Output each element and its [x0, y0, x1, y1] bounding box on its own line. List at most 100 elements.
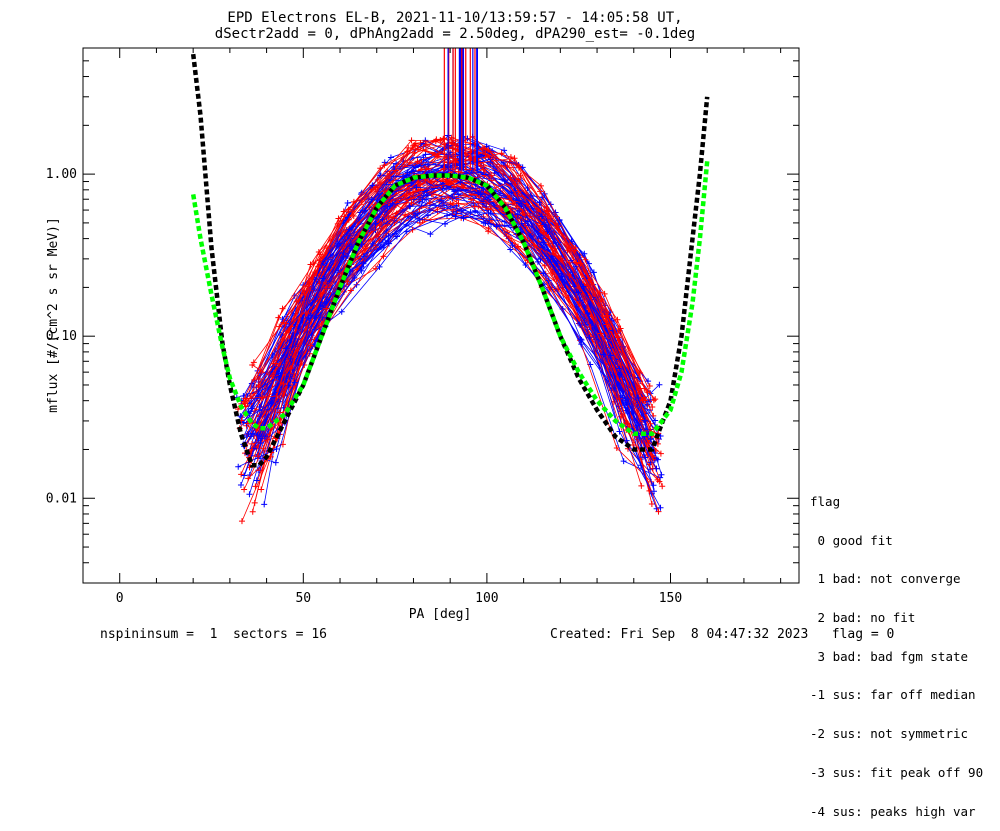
measurement-point [451, 183, 458, 190]
measurement-point [573, 259, 580, 266]
measurement-point [273, 393, 280, 400]
measurement-point [391, 219, 398, 226]
measurement-point [323, 305, 330, 312]
flag-legend-item: -2 sus: not symmetric [810, 726, 969, 742]
axes-layer: 0 50 100 150 0.01 0.10 1.00 [46, 47, 800, 606]
measurement-point [511, 155, 518, 162]
measurement-point [427, 231, 434, 238]
measurement-point [358, 198, 365, 205]
measurement-point [601, 290, 608, 297]
flag-legend-item: -1 sus: far off median [810, 687, 976, 703]
measurement-point [345, 206, 352, 213]
measurement-point [546, 285, 553, 292]
flag-legend-item: -3 sus: fit peak off 90 [810, 764, 984, 780]
measurement-point [280, 319, 287, 326]
flag-legend-item: 0 good fit [810, 532, 893, 548]
measurement-point [508, 189, 515, 196]
measurement-point [604, 312, 611, 319]
measurement-point [426, 199, 433, 206]
measurement-point [501, 178, 508, 185]
measurement-point [392, 167, 399, 174]
measurement-point [507, 154, 514, 161]
measurement-point [402, 192, 409, 199]
measurement-point [237, 481, 244, 488]
measurement-point [238, 471, 245, 478]
measurement-point [408, 180, 415, 187]
measurement-point [273, 446, 280, 453]
measurement-point [377, 172, 384, 179]
measurement-point [291, 335, 298, 342]
measurement-point [360, 260, 367, 267]
measurement-point [291, 379, 298, 386]
measurement-point [257, 435, 264, 442]
flag-legend: flag 0 good fit 1 bad: not converge 2 ba… [810, 470, 996, 831]
measurement-point [242, 395, 249, 402]
measurement-point [541, 221, 548, 228]
measurement-point [272, 360, 279, 367]
measurement-point [307, 261, 314, 268]
measurement-point [440, 135, 447, 142]
measurement-point [276, 323, 283, 330]
measurement-point [453, 186, 460, 193]
measurement-point [528, 233, 535, 240]
measurement-point [338, 308, 345, 315]
measurement-point [381, 188, 388, 195]
measurement-point [536, 199, 543, 206]
measurement-point [390, 214, 397, 221]
measurement-point [650, 397, 657, 404]
measurement-point [346, 232, 353, 239]
footer-left: nspininsum = 1 sectors = 16 [100, 627, 327, 642]
measurement-point [545, 212, 552, 219]
measurement-point [507, 246, 514, 253]
measurement-point [642, 397, 649, 404]
measurement-point [404, 185, 411, 192]
x-tick-label: 0 [116, 591, 124, 606]
measurement-point [380, 253, 387, 260]
measurement-point [393, 233, 400, 240]
measurement-trace [240, 210, 644, 486]
measurement-point [544, 247, 551, 254]
measurement-point [607, 352, 614, 359]
measurement-point [403, 228, 410, 235]
x-tick-label: 150 [659, 591, 682, 606]
measurement-point [656, 478, 663, 485]
measurement-point [405, 144, 412, 151]
measurement-point [302, 310, 309, 317]
measurement-point [493, 223, 500, 230]
fit-curves-layer [190, 53, 710, 468]
measurement-point [646, 382, 653, 389]
measurement-point [319, 275, 326, 282]
measurement-point [293, 298, 300, 305]
measurement-point [455, 168, 462, 175]
y-tick-label: 1.00 [46, 167, 77, 182]
measurement-point [268, 400, 275, 407]
measurement-point [657, 504, 664, 511]
measurement-point [344, 200, 351, 207]
measurement-point [340, 208, 347, 215]
measurement-point [480, 185, 487, 192]
measurement-point [649, 403, 656, 410]
measurement-point [515, 208, 522, 215]
x-tick-label: 50 [295, 591, 311, 606]
chart-title-line2: dSectr2add = 0, dPhAng2add = 2.50deg, dP… [215, 26, 695, 42]
data-layer [233, 48, 666, 525]
measurement-point [250, 359, 257, 366]
measurement-point [448, 180, 455, 187]
measurement-point [424, 212, 431, 219]
measurement-point [261, 501, 268, 508]
measurement-point [498, 150, 505, 157]
measurement-point [485, 209, 492, 216]
measurement-point [280, 381, 287, 388]
measurement-point [408, 199, 415, 206]
measurement-point [653, 465, 660, 472]
measurement-point [648, 500, 655, 507]
measurement-point [374, 176, 381, 183]
measurement-point [509, 242, 516, 249]
measurement-point [506, 194, 513, 201]
measurement-point [406, 203, 413, 210]
measurement-point [471, 203, 478, 210]
measurement-point [519, 208, 526, 215]
measurement-point [586, 334, 593, 341]
measurement-point [652, 417, 659, 424]
measurement-point [485, 146, 492, 153]
